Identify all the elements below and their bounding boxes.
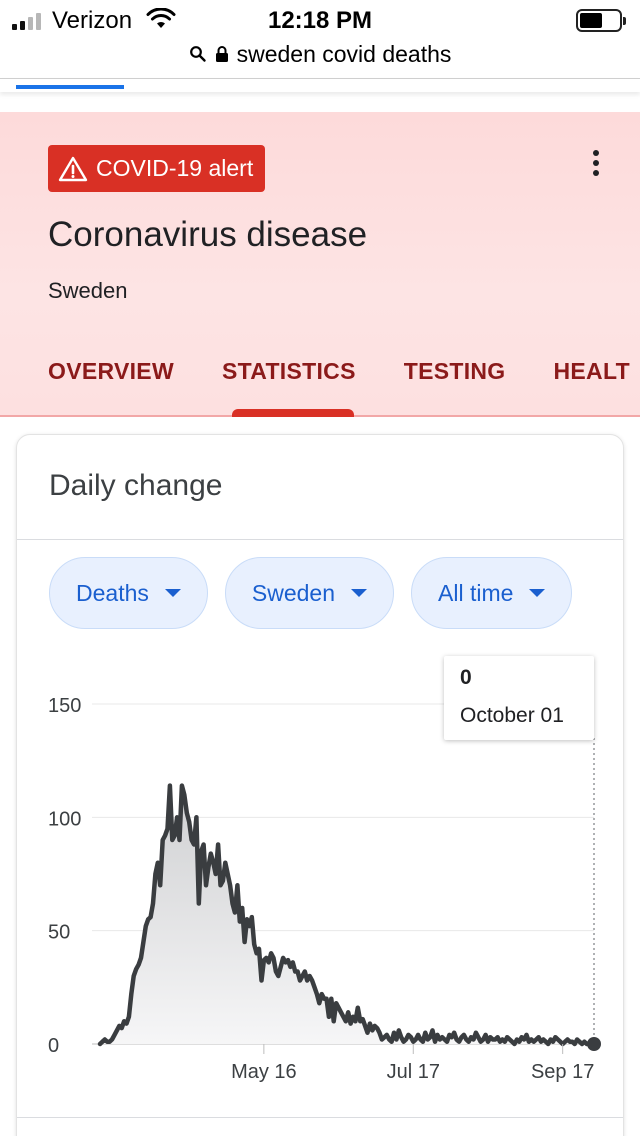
search-icon [189, 46, 206, 62]
highlight-point [587, 1037, 601, 1051]
chart-tooltip: 0 October 01 [444, 656, 594, 740]
card-divider [17, 539, 623, 540]
deaths-area [100, 785, 594, 1044]
more-options-icon[interactable] [586, 150, 606, 176]
tooltip-date: October 01 [460, 704, 564, 727]
url-bar[interactable]: sweden covid deaths [0, 38, 640, 70]
carrier-name: Verizon [52, 7, 133, 34]
tab-testing[interactable]: TESTING [403, 358, 506, 384]
status-bar: Verizon 12:18 PM [0, 0, 640, 40]
active-tab-underline [232, 409, 354, 417]
metric-dropdown-label: Deaths [76, 579, 149, 606]
card-title: Daily change [49, 469, 223, 502]
y-tick-label: 150 [48, 695, 81, 717]
x-tick-label: Sep 17 [531, 1061, 594, 1083]
covid-header-panel: COVID-19 alert Coronavirus disease Swede… [0, 112, 640, 417]
wifi-icon [146, 8, 176, 28]
battery-icon [576, 9, 626, 32]
status-time: 12:18 PM [267, 7, 373, 34]
page-subtitle: Sweden [48, 278, 128, 303]
active-tab-indicator [16, 85, 124, 89]
y-tick-label: 100 [48, 808, 81, 830]
tab-statistics[interactable]: STATISTICS [221, 358, 356, 384]
warning-icon [58, 156, 88, 181]
tab-health[interactable]: HEALT [553, 358, 630, 384]
y-tick-label: 50 [48, 922, 70, 944]
page-title: Coronavirus disease [48, 215, 368, 254]
x-tick-label: May 16 [231, 1061, 297, 1083]
tooltip-value: 0 [460, 666, 472, 689]
filter-chips: Deaths Sweden All time [49, 557, 573, 629]
covid-alert-badge[interactable]: COVID-19 alert [48, 145, 266, 192]
deaths-line [97, 783, 597, 1047]
dropdown-arrow-icon [164, 589, 181, 597]
metric-dropdown[interactable]: Deaths [49, 557, 208, 629]
lock-icon [215, 46, 228, 62]
url-text: sweden covid deaths [236, 40, 452, 67]
dropdown-arrow-icon [529, 589, 546, 597]
dropdown-arrow-icon [351, 589, 367, 597]
time-range-dropdown-label: All time [438, 579, 514, 606]
y-tick-label: 0 [48, 1035, 59, 1057]
tab-bar: OVERVIEW STATISTICS TESTING HEALT [48, 358, 640, 385]
location-dropdown-label: Sweden [251, 579, 335, 606]
x-tick-label: Jul 17 [387, 1061, 440, 1083]
alert-label: COVID-19 alert [96, 155, 254, 181]
cellular-signal-icon [12, 12, 41, 30]
location-dropdown[interactable]: Sweden [224, 557, 394, 629]
card-bottom-divider [17, 1117, 623, 1118]
time-range-dropdown[interactable]: All time [411, 557, 573, 629]
search-tabs-strip [0, 78, 640, 92]
tab-overview[interactable]: OVERVIEW [48, 358, 174, 384]
